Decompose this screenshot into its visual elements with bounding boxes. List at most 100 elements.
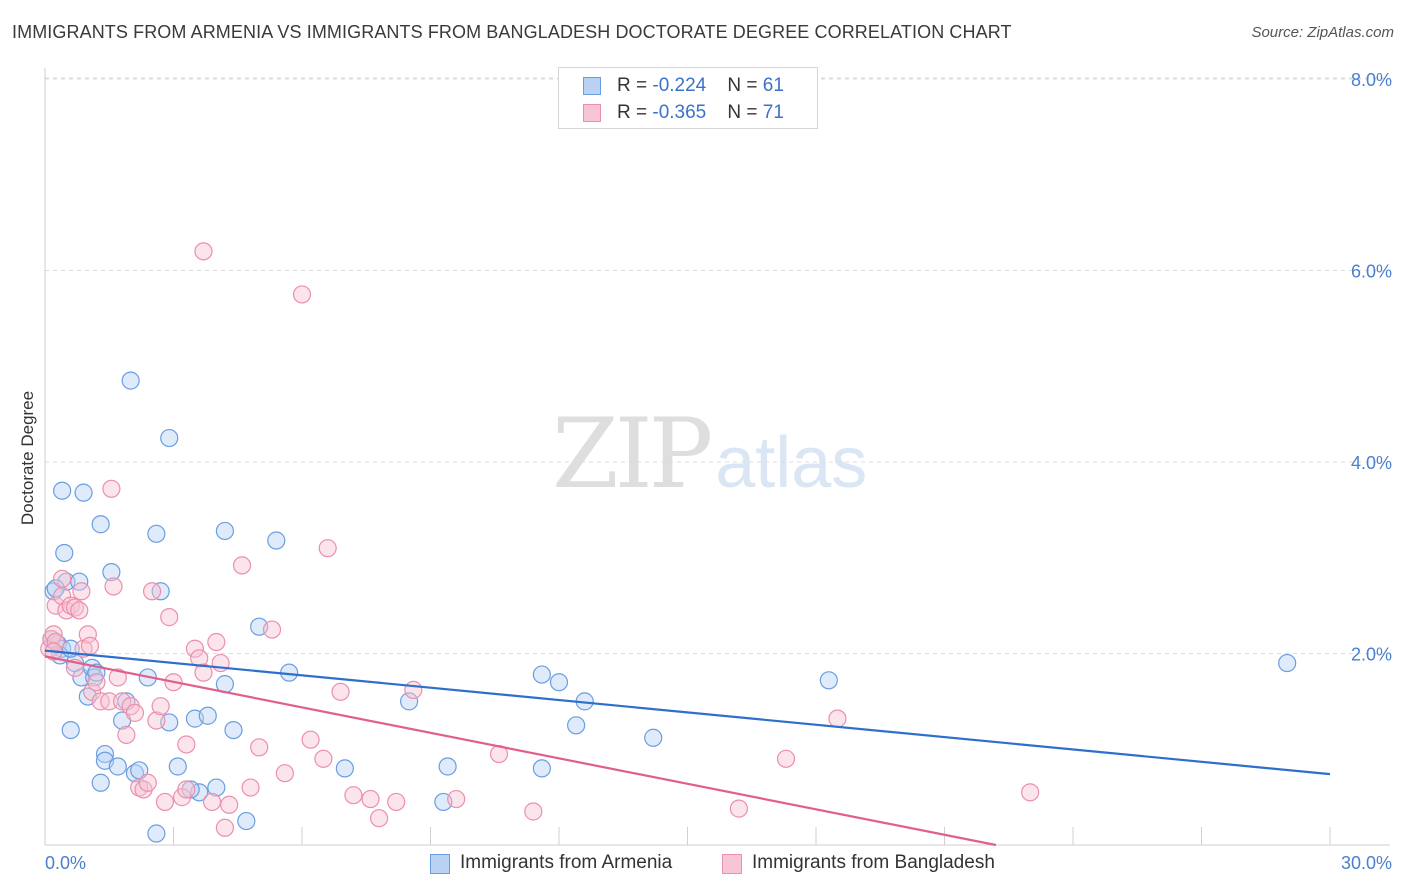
- bangladesh-point: [232, 556, 252, 575]
- source-label: Source: ZipAtlas.com: [1251, 24, 1394, 41]
- armenia-point: [438, 757, 457, 776]
- armenia-point: [335, 759, 354, 778]
- legend-n-value-bangladesh: 71: [762, 102, 784, 123]
- armenia-point: [74, 483, 93, 502]
- bangladesh-point: [524, 802, 543, 821]
- bangladesh-point: [194, 663, 213, 682]
- bangladesh-point: [108, 668, 127, 687]
- bangladesh-point: [177, 780, 196, 799]
- chart-title: IMMIGRANTS FROM ARMENIA VS IMMIGRANTS FR…: [12, 22, 1012, 42]
- bangladesh-point: [190, 649, 209, 668]
- bangladesh-point: [776, 749, 796, 768]
- y-tick-label: 4.0%: [1351, 453, 1392, 473]
- bangladesh-point: [177, 735, 196, 754]
- armenia-point: [549, 673, 569, 692]
- bangladesh-point: [318, 539, 337, 558]
- bangladesh-point: [1021, 783, 1040, 802]
- bangladesh-point: [194, 242, 213, 261]
- armenia-point: [147, 524, 166, 543]
- correlation-legend: R = -0.224 N = 61 R = -0.365 N = 71: [558, 67, 818, 129]
- legend-swatch-bangladesh: [583, 104, 601, 122]
- legend-n-label: N =: [727, 75, 763, 96]
- bangladesh-point: [138, 773, 157, 792]
- bangladesh-trend-line: [44, 655, 997, 847]
- legend-label-bangladesh: Immigrants from Bangladesh: [752, 852, 995, 873]
- armenia-point: [168, 757, 187, 776]
- bangladesh-point: [241, 778, 260, 797]
- bangladesh-point: [53, 569, 72, 588]
- bangladesh-point: [160, 608, 179, 627]
- legend-n-label: N =: [727, 102, 763, 123]
- bangladesh-point: [215, 818, 234, 837]
- bangladesh-point: [314, 749, 333, 768]
- bangladesh-point: [142, 582, 162, 601]
- bangladesh-point: [275, 764, 294, 783]
- watermark-zip: ZIP: [552, 398, 713, 510]
- bangladesh-point: [250, 738, 269, 757]
- armenia-point: [644, 728, 663, 747]
- armenia-point: [532, 759, 551, 778]
- armenia-point: [121, 371, 140, 390]
- bangladesh-point: [80, 636, 100, 655]
- bangladesh-point: [125, 703, 145, 722]
- armenia-point: [215, 521, 234, 541]
- watermark: ZIPatlas: [552, 398, 867, 510]
- trend-lines: [44, 649, 1331, 847]
- watermark-atlas: atlas: [715, 423, 868, 503]
- bangladesh-point: [404, 680, 423, 699]
- series-bangladesh-points: [40, 242, 1040, 837]
- bangladesh-point: [112, 692, 132, 711]
- armenia-point: [267, 531, 286, 550]
- armenia-point: [91, 773, 110, 792]
- armenia-point: [91, 515, 110, 534]
- armenia-point: [1278, 653, 1297, 673]
- armenia-point: [53, 481, 72, 500]
- bangladesh-point: [78, 625, 97, 644]
- legend-swatch-armenia: [430, 854, 450, 874]
- armenia-point: [198, 706, 217, 725]
- bangladesh-point: [447, 789, 466, 809]
- legend-n-value-armenia: 61: [762, 75, 784, 96]
- y-tick-label: 6.0%: [1351, 262, 1392, 282]
- bangladesh-point: [46, 596, 65, 615]
- armenia-trend-line: [44, 649, 1331, 776]
- bangladesh-point: [100, 692, 119, 711]
- bangladesh-point: [87, 673, 106, 692]
- legend-swatch-armenia: [583, 77, 601, 95]
- bangladesh-point: [331, 682, 350, 701]
- bangladesh-point: [387, 792, 406, 812]
- legend-label-armenia: Immigrants from Armenia: [460, 852, 673, 873]
- bangladesh-point: [292, 285, 312, 304]
- x-tick-label: 30.0%: [1341, 853, 1392, 873]
- legend-swatch-bangladesh: [722, 854, 742, 874]
- bangladesh-point: [207, 632, 226, 652]
- armenia-point: [237, 811, 256, 831]
- bangladesh-point: [117, 725, 136, 744]
- series-armenia-points: [42, 371, 1297, 843]
- bangladesh-point: [70, 601, 89, 620]
- y-tick-label: 2.0%: [1351, 645, 1392, 665]
- bangladesh-point: [147, 711, 166, 730]
- legend-r-value-bangladesh: -0.365: [652, 102, 707, 123]
- armenia-point: [95, 744, 115, 764]
- bangladesh-point: [151, 697, 170, 716]
- bangladesh-point: [104, 577, 123, 596]
- armenia-point: [61, 720, 80, 740]
- bangladesh-point: [220, 795, 239, 814]
- bangladesh-point: [185, 639, 205, 658]
- y-tick-label: 8.0%: [1351, 70, 1392, 90]
- armenia-point: [399, 692, 419, 711]
- bangladesh-point: [828, 709, 847, 728]
- bangladesh-point: [729, 799, 749, 818]
- legend-r-label: R =: [617, 75, 653, 96]
- ticks: 2.0% 4.0% 6.0% 8.0% 0.0% 30.0%: [45, 70, 1392, 873]
- armenia-point: [567, 716, 586, 735]
- bangladesh-point: [72, 582, 91, 601]
- armenia-point: [160, 428, 179, 448]
- bangladesh-point: [262, 620, 282, 639]
- armenia-point: [532, 665, 551, 684]
- armenia-point: [224, 720, 243, 740]
- bangladesh-point: [361, 789, 380, 809]
- armenia-point: [108, 757, 127, 776]
